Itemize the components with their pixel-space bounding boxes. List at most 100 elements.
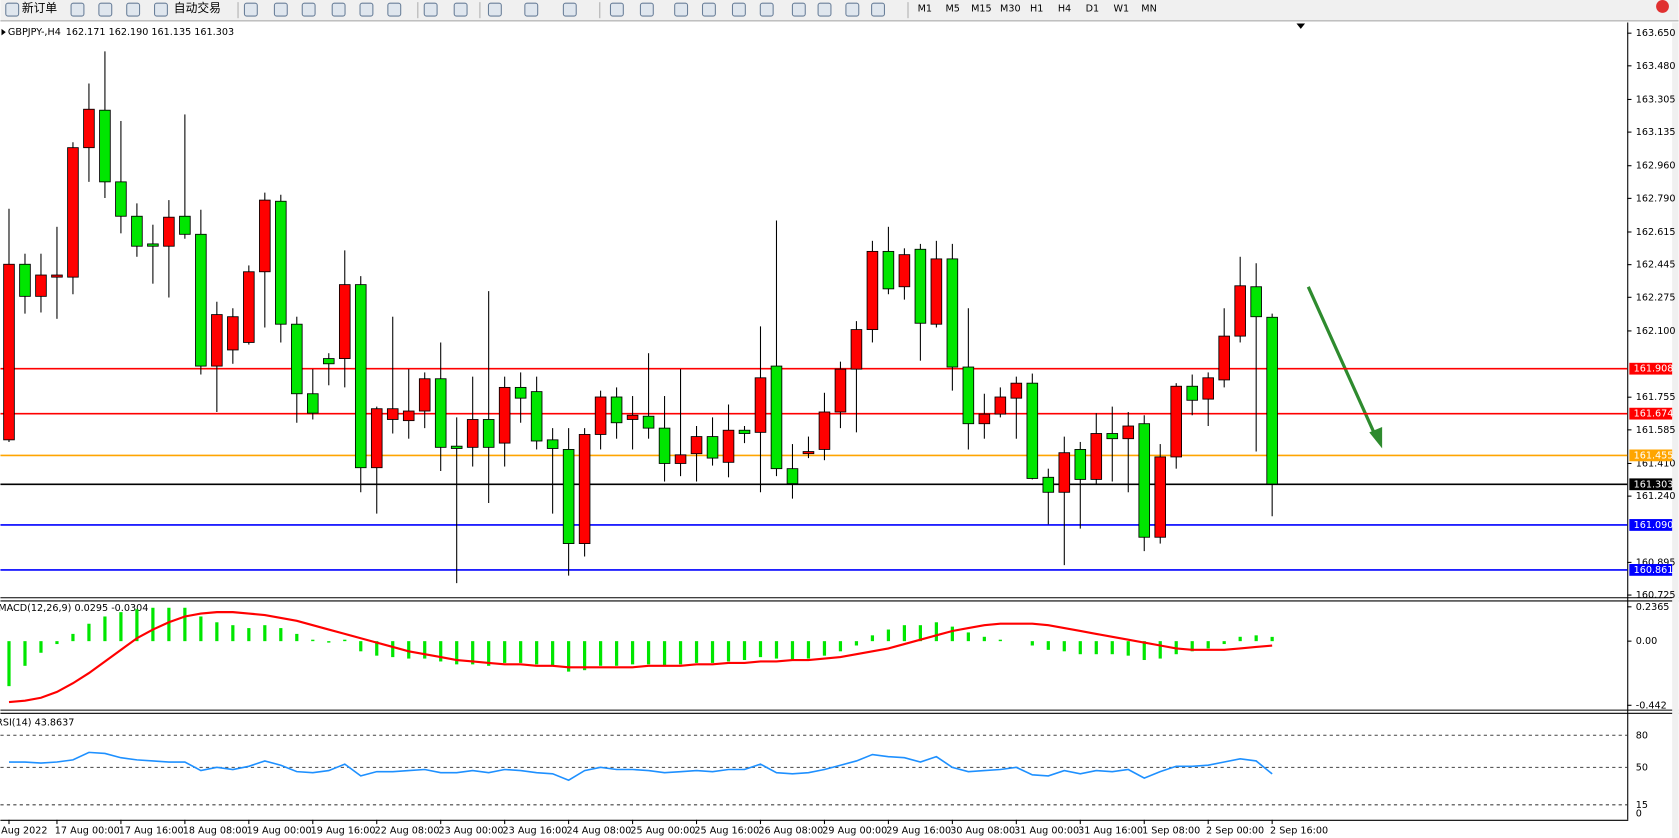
toolbar-icon[interactable] (731, 2, 746, 17)
toolbar-icon[interactable] (791, 2, 806, 17)
macd-bar (1222, 641, 1226, 645)
macd-bar (1078, 641, 1082, 655)
toolbar-icon[interactable] (817, 2, 832, 17)
candle-body (946, 258, 959, 368)
indicator-title: RSI(14) 43.8637 (0, 717, 74, 728)
x-tick-label: 29 Aug 00:00 (822, 826, 887, 837)
macd-bar (838, 641, 843, 652)
candle-body (179, 215, 191, 235)
macd-bar (375, 641, 379, 656)
macd-bar (103, 616, 107, 642)
toolbar-icon[interactable] (759, 2, 774, 17)
candle-body (115, 181, 127, 217)
toolbar-icon[interactable] (423, 2, 438, 17)
toolbar-icon[interactable] (701, 2, 716, 17)
candle-body (51, 274, 63, 278)
timeframe-button[interactable]: M30 (1000, 4, 1021, 15)
macd-bar (934, 622, 938, 642)
candle-body (307, 393, 319, 414)
toolbar-icon[interactable] (487, 2, 502, 17)
timeframe-button[interactable]: M15 (971, 4, 992, 15)
y-tick-label: -0.442 (1636, 700, 1667, 711)
y-tick-label: 160.725 (1636, 590, 1676, 601)
candle-body (67, 147, 79, 278)
toolbar-icon[interactable] (154, 2, 168, 17)
timeframe-button[interactable]: D1 (1086, 4, 1100, 15)
macd-bar (710, 641, 715, 663)
toolbar-icon[interactable] (845, 2, 860, 17)
macd-bar (1190, 641, 1194, 652)
candle-body (402, 410, 415, 422)
toolbar-button[interactable]: 新订单 (22, 1, 58, 15)
y-tick-label: 0.00 (1636, 636, 1657, 647)
macd-bar (503, 641, 507, 663)
x-tick-label: 31 Aug 16:00 (1078, 826, 1143, 837)
candle-body (1218, 335, 1230, 381)
x-tick-label: 22 Aug 08:00 (375, 826, 440, 837)
toolbar-icon[interactable] (453, 2, 468, 17)
toolbar-icon[interactable] (301, 2, 316, 17)
macd-bar (1110, 641, 1114, 655)
candle-body (690, 436, 703, 455)
macd-bar (662, 641, 667, 666)
macd-bar (678, 641, 683, 665)
toolbar (0, 0, 1679, 21)
macd-bar (199, 616, 203, 642)
toolbar-icon[interactable] (674, 2, 689, 17)
macd-bar (215, 622, 219, 642)
timeframe-button[interactable]: H4 (1058, 4, 1071, 15)
candle-body (802, 451, 815, 455)
x-tick-label: 23 Aug 00:00 (439, 826, 504, 837)
toolbar-icon[interactable] (331, 2, 346, 17)
macd-bar (694, 641, 699, 663)
candle-body (227, 316, 239, 351)
y-tick-label: 160.895 (1636, 557, 1676, 568)
toolbar-icon[interactable] (273, 2, 288, 17)
macd-bar (71, 633, 75, 642)
toolbar-icon[interactable] (70, 2, 85, 17)
timeframe-button[interactable]: W1 (1113, 4, 1129, 15)
candle-body (1090, 433, 1103, 480)
toolbar-icon[interactable] (524, 2, 539, 17)
toolbar-icon[interactable] (609, 2, 624, 17)
macd-bar (902, 625, 907, 642)
toolbar-icon[interactable] (639, 2, 654, 17)
x-tick-label: 19 Aug 16:00 (311, 826, 376, 837)
macd-bar (407, 641, 411, 659)
toolbar-icon[interactable] (126, 2, 141, 17)
candle-body (354, 284, 367, 469)
toolbar-icon[interactable] (98, 2, 113, 17)
macd-bar (455, 641, 459, 665)
toolbar-icon[interactable] (871, 2, 885, 17)
candle-body (1122, 425, 1135, 440)
timeframe-button[interactable]: M5 (945, 4, 959, 15)
toolbar-icon[interactable] (243, 2, 258, 17)
chart-area (0, 22, 1628, 819)
timeframe-button[interactable]: M1 (918, 4, 932, 15)
candle-body (722, 429, 735, 463)
y-tick-label: 162.615 (1636, 227, 1676, 238)
toolbar-icon[interactable] (359, 2, 374, 17)
toolbar-icon[interactable] (387, 2, 402, 17)
macd-bar (327, 641, 331, 643)
x-tick-label: 17 Aug 00:00 (55, 826, 120, 837)
toolbar-button[interactable]: 自动交易 (174, 1, 221, 15)
candle-body (35, 274, 47, 297)
candle-body (594, 396, 607, 435)
candle-body (994, 396, 1007, 415)
candle-body (562, 449, 575, 545)
notification-badge[interactable] (1656, 0, 1669, 13)
macd-bar (822, 641, 827, 656)
candle-body (338, 284, 351, 360)
macd-bar (1094, 641, 1098, 655)
macd-bar (950, 626, 954, 642)
timeframe-button[interactable]: MN (1141, 4, 1157, 15)
timeframe-button[interactable]: H1 (1030, 4, 1043, 15)
toolbar-icon[interactable] (5, 2, 20, 17)
x-tick-label: 2 Sep 16:00 (1270, 826, 1328, 837)
toolbar-icon[interactable] (562, 2, 577, 17)
x-tick-label: 16 Aug 2022 (0, 826, 48, 837)
candle-body (1266, 316, 1278, 485)
